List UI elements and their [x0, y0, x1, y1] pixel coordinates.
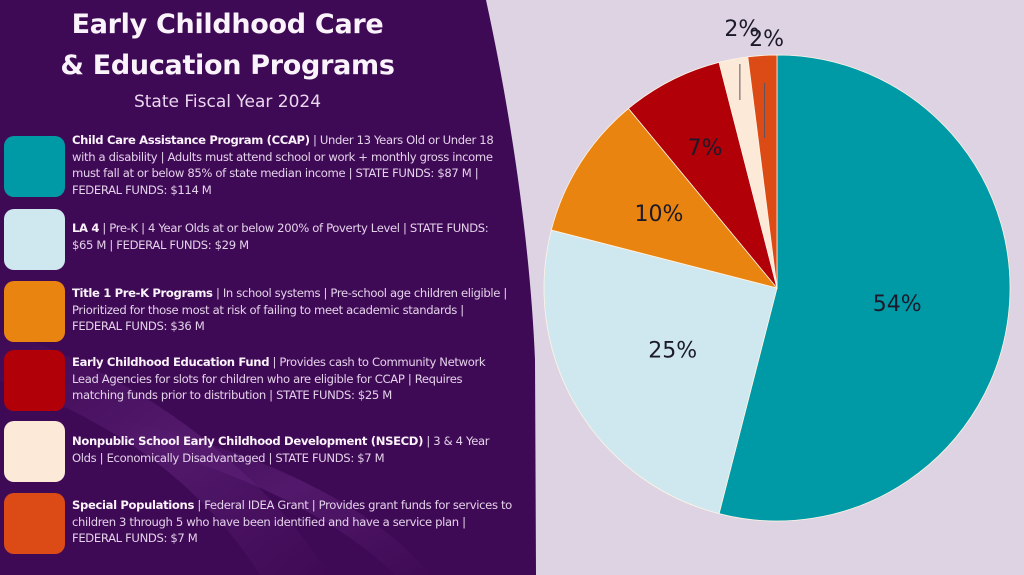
pie-slice: [718, 54, 1011, 522]
pie-slice: [627, 61, 778, 289]
legend-swatch: [4, 281, 65, 342]
pie-labels: 54% 25% 10% 7% 2%2%: [635, 17, 922, 364]
legend-item-title1: Title 1 Pre-K Programs | In school syste…: [4, 281, 514, 343]
pie-data-label: 54%: [873, 292, 922, 317]
pie-slices: [543, 54, 1011, 522]
legend-swatch: [4, 350, 65, 411]
legend-funds: STATE FUNDS: $25 M: [276, 388, 392, 403]
legend-details: | In school systems | Pre-school age chi…: [72, 286, 507, 317]
legend-item-ecef: Early Childhood Education Fund | Provide…: [4, 350, 514, 412]
pie-data-label: 2%: [749, 27, 784, 52]
legend-text: Special Populations | Federal IDEA Grant…: [72, 497, 512, 547]
legend-item-la4: LA 4 | Pre-K | 4 Year Olds at or below 2…: [4, 209, 514, 271]
legend-swatch: [4, 421, 65, 482]
legend-text: LA 4 | Pre-K | 4 Year Olds at or below 2…: [72, 220, 512, 253]
legend-program-name: Child Care Assistance Program (CCAP): [72, 133, 310, 147]
legend-swatch: [4, 209, 65, 270]
legend-swatch: [4, 493, 65, 554]
pie-slice: [550, 107, 779, 289]
legend-details: | Federal IDEA Grant | Provides grant fu…: [72, 498, 512, 529]
legend-details: | 3 & 4 Year Olds | Economically Disadva…: [72, 434, 490, 465]
legend-text: Title 1 Pre-K Programs | In school syste…: [72, 285, 512, 335]
legend-text: Early Childhood Education Fund | Provide…: [72, 354, 512, 404]
legend-details: | Under 13 Years Old or Under 18 with a …: [72, 133, 494, 181]
panel-stripe: [0, 330, 330, 575]
pie-data-label: 25%: [648, 339, 697, 364]
legend-program-name: Early Childhood Education Fund: [72, 355, 270, 369]
legend-details: | Provides cash to Community Network Lea…: [72, 355, 486, 403]
pie-slice: [543, 229, 778, 515]
legend-swatch: [4, 136, 65, 197]
legend-funds: STATE FUNDS: $87 M | FEDERAL FUNDS: $114…: [72, 166, 479, 197]
pie-data-label: 7%: [688, 136, 723, 161]
legend-funds: STATE FUNDS: $65 M | FEDERAL FUNDS: $29 …: [72, 221, 489, 252]
legend-program-name: Nonpublic School Early Childhood Develop…: [72, 434, 424, 448]
page-title-line1: Early Childhood Care: [71, 9, 384, 40]
legend-program-name: LA 4: [72, 221, 100, 235]
legend-item-special-populations: Special Populations | Federal IDEA Grant…: [4, 493, 514, 555]
legend-funds: FEDERAL FUNDS: $36 M: [72, 319, 205, 334]
legend-text: Child Care Assistance Program (CCAP) | U…: [72, 132, 512, 198]
pie-data-label: 2%: [724, 17, 759, 42]
legend-funds: FEDERAL FUNDS: $7 M: [72, 531, 198, 546]
legend-item-ccap: Child Care Assistance Program (CCAP) | U…: [4, 133, 514, 198]
legend-text: Nonpublic School Early Childhood Develop…: [72, 433, 512, 466]
panel-stripe: [120, 420, 430, 575]
page-title-line2: & Education Programs: [60, 50, 395, 81]
legend-program-name: Special Populations: [72, 498, 194, 512]
legend-funds: STATE FUNDS: $7 M: [275, 450, 385, 465]
page-subtitle: State Fiscal Year 2024: [133, 92, 322, 112]
legend-item-nsecd: Nonpublic School Early Childhood Develop…: [4, 421, 514, 483]
legend-program-name: Title 1 Pre-K Programs: [72, 286, 213, 300]
legend-details: | Pre-K | 4 Year Olds at or below 200% o…: [99, 221, 410, 235]
pie-slice: [747, 54, 778, 289]
pie-data-label: 10%: [635, 202, 684, 227]
